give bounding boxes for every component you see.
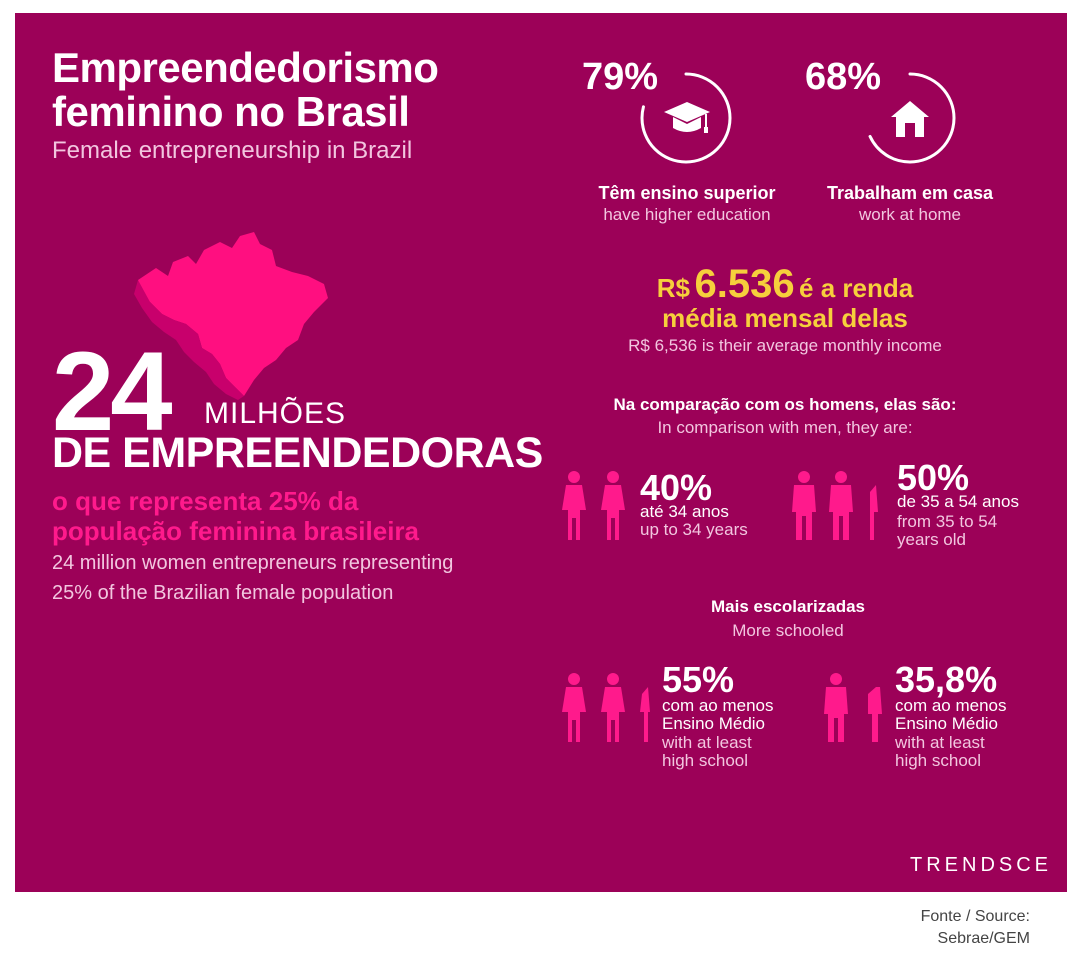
- middle-en-2: years old: [897, 530, 966, 549]
- income-currency: R$: [656, 273, 691, 303]
- income-suffix: é a renda: [799, 273, 914, 303]
- young-en: up to 34 years: [640, 520, 748, 539]
- schooled-heading-en: More schooled: [732, 621, 844, 640]
- page-title: Empreendedorismo feminino no Brasil: [52, 44, 439, 135]
- income-line1: R$ 6.536 é a renda: [560, 262, 1010, 307]
- men-schooled-percent: 35,8%: [895, 659, 998, 700]
- graduation-cap-icon: [664, 102, 710, 133]
- middle-en-1: from 35 to 54: [897, 512, 998, 531]
- comparison-heading-pt: Na comparação com os homens, elas são:: [613, 395, 957, 414]
- schooled-heading-pt: Mais escolarizadas: [710, 597, 866, 616]
- main-stat-number: 24: [52, 329, 173, 454]
- home-label-pt: Trabalham em casa: [826, 183, 994, 203]
- women-schooled-figures-icon: [562, 673, 650, 742]
- men-schooled-figures-icon: [824, 673, 882, 742]
- main-stat-label: DE EMPREENDEDORAS: [52, 429, 543, 477]
- income-line2: média mensal delas: [662, 303, 908, 333]
- middle-percent: 50%: [897, 457, 970, 498]
- men-schooled-en-1: with at least: [895, 733, 985, 752]
- income-amount: 6.536: [694, 262, 795, 306]
- source-note: Fonte / Source: Sebrae/GEM: [920, 908, 1030, 947]
- comparison-heading-en: In comparison with men, they are:: [657, 418, 913, 437]
- men-schooled-pt-1: com ao menos: [895, 696, 1007, 715]
- women-schooled-pt-1: com ao menos: [662, 696, 774, 715]
- brazil-map-icon: [134, 232, 328, 400]
- education-ring: [640, 72, 732, 164]
- income-english: R$ 6,536 is their average monthly income: [628, 336, 942, 355]
- women-schooled-pt-2: Ensino Médio: [662, 714, 766, 733]
- women-figures-icon: [562, 471, 625, 540]
- education-label-en: have higher education: [603, 205, 771, 224]
- education-label-pt: Têm ensino superior: [598, 183, 776, 203]
- women-schooled-en-1: with at least: [662, 733, 752, 752]
- main-stat-representation: o que representa 25% da população femini…: [52, 486, 419, 546]
- women-schooled-en-2: high school: [662, 751, 749, 770]
- home-percent: 68%: [805, 56, 882, 98]
- house-icon: [891, 101, 929, 137]
- page-subtitle: Female entrepreneurship in Brazil: [52, 137, 413, 164]
- middle-pt: de 35 a 54 anos: [897, 492, 1019, 511]
- home-label-en: work at home: [858, 205, 962, 224]
- main-stat-english: 24 million women entrepreneurs represent…: [52, 552, 454, 604]
- men-schooled-pt-2: Ensino Médio: [895, 714, 999, 733]
- men-figures-icon: [792, 471, 878, 540]
- young-percent: 40%: [640, 467, 713, 508]
- education-percent: 79%: [582, 56, 659, 98]
- trendsce-logo: TRENDSCE: [910, 854, 1053, 876]
- home-ring: [864, 72, 956, 164]
- young-pt: até 34 anos: [640, 502, 729, 521]
- main-stat-unit: MILHÕES: [204, 397, 347, 430]
- men-schooled-en-2: high school: [895, 751, 982, 770]
- women-schooled-percent: 55%: [662, 659, 735, 700]
